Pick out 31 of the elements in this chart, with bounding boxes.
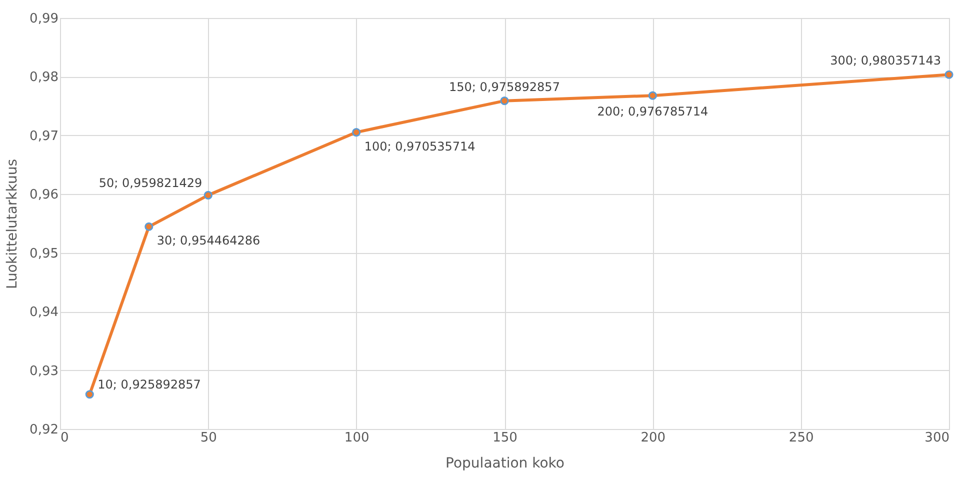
y-tick-label: 0,99 [30,12,58,26]
point [944,70,954,79]
y-tick-label: 0,98 [30,70,58,86]
x-tick-label: 250 [788,430,814,446]
data-label: 150; 0,975892857 [449,80,560,94]
y-tick-label: 0,95 [30,246,58,262]
point [144,222,154,231]
data-label: 200; 0,976785714 [597,104,708,119]
point [85,390,94,399]
y-tick-label: 0,94 [30,305,58,320]
x-tick-label: 300 [924,430,950,446]
data-label: 50; 0,959821429 [98,176,202,190]
x-axis-title: Populaation koko [446,456,564,472]
y-tick-label: 0,92 [30,422,58,438]
data-label: 30; 0,954464286 [156,234,260,248]
data-label: 100; 0,970535714 [364,139,476,154]
y-tick-label: 0,93 [30,364,58,379]
point [648,91,657,100]
x-tick-label: 0 [60,430,69,446]
x-tick-label: 100 [344,430,370,446]
x-tick-label: 150 [492,430,518,446]
data-label: 10; 0,925892857 [98,377,201,392]
y-axis-title: Luokittelutarkkuus [4,159,21,289]
x-tick-label: 50 [200,430,217,446]
x-tick-label: 200 [640,430,666,446]
data-label: 300; 0,980357143 [830,54,941,68]
y-tick-label: 0,96 [30,188,58,203]
point [500,96,509,106]
point [204,190,212,200]
point [352,128,361,137]
y-tick-label: 0,97 [30,128,58,144]
